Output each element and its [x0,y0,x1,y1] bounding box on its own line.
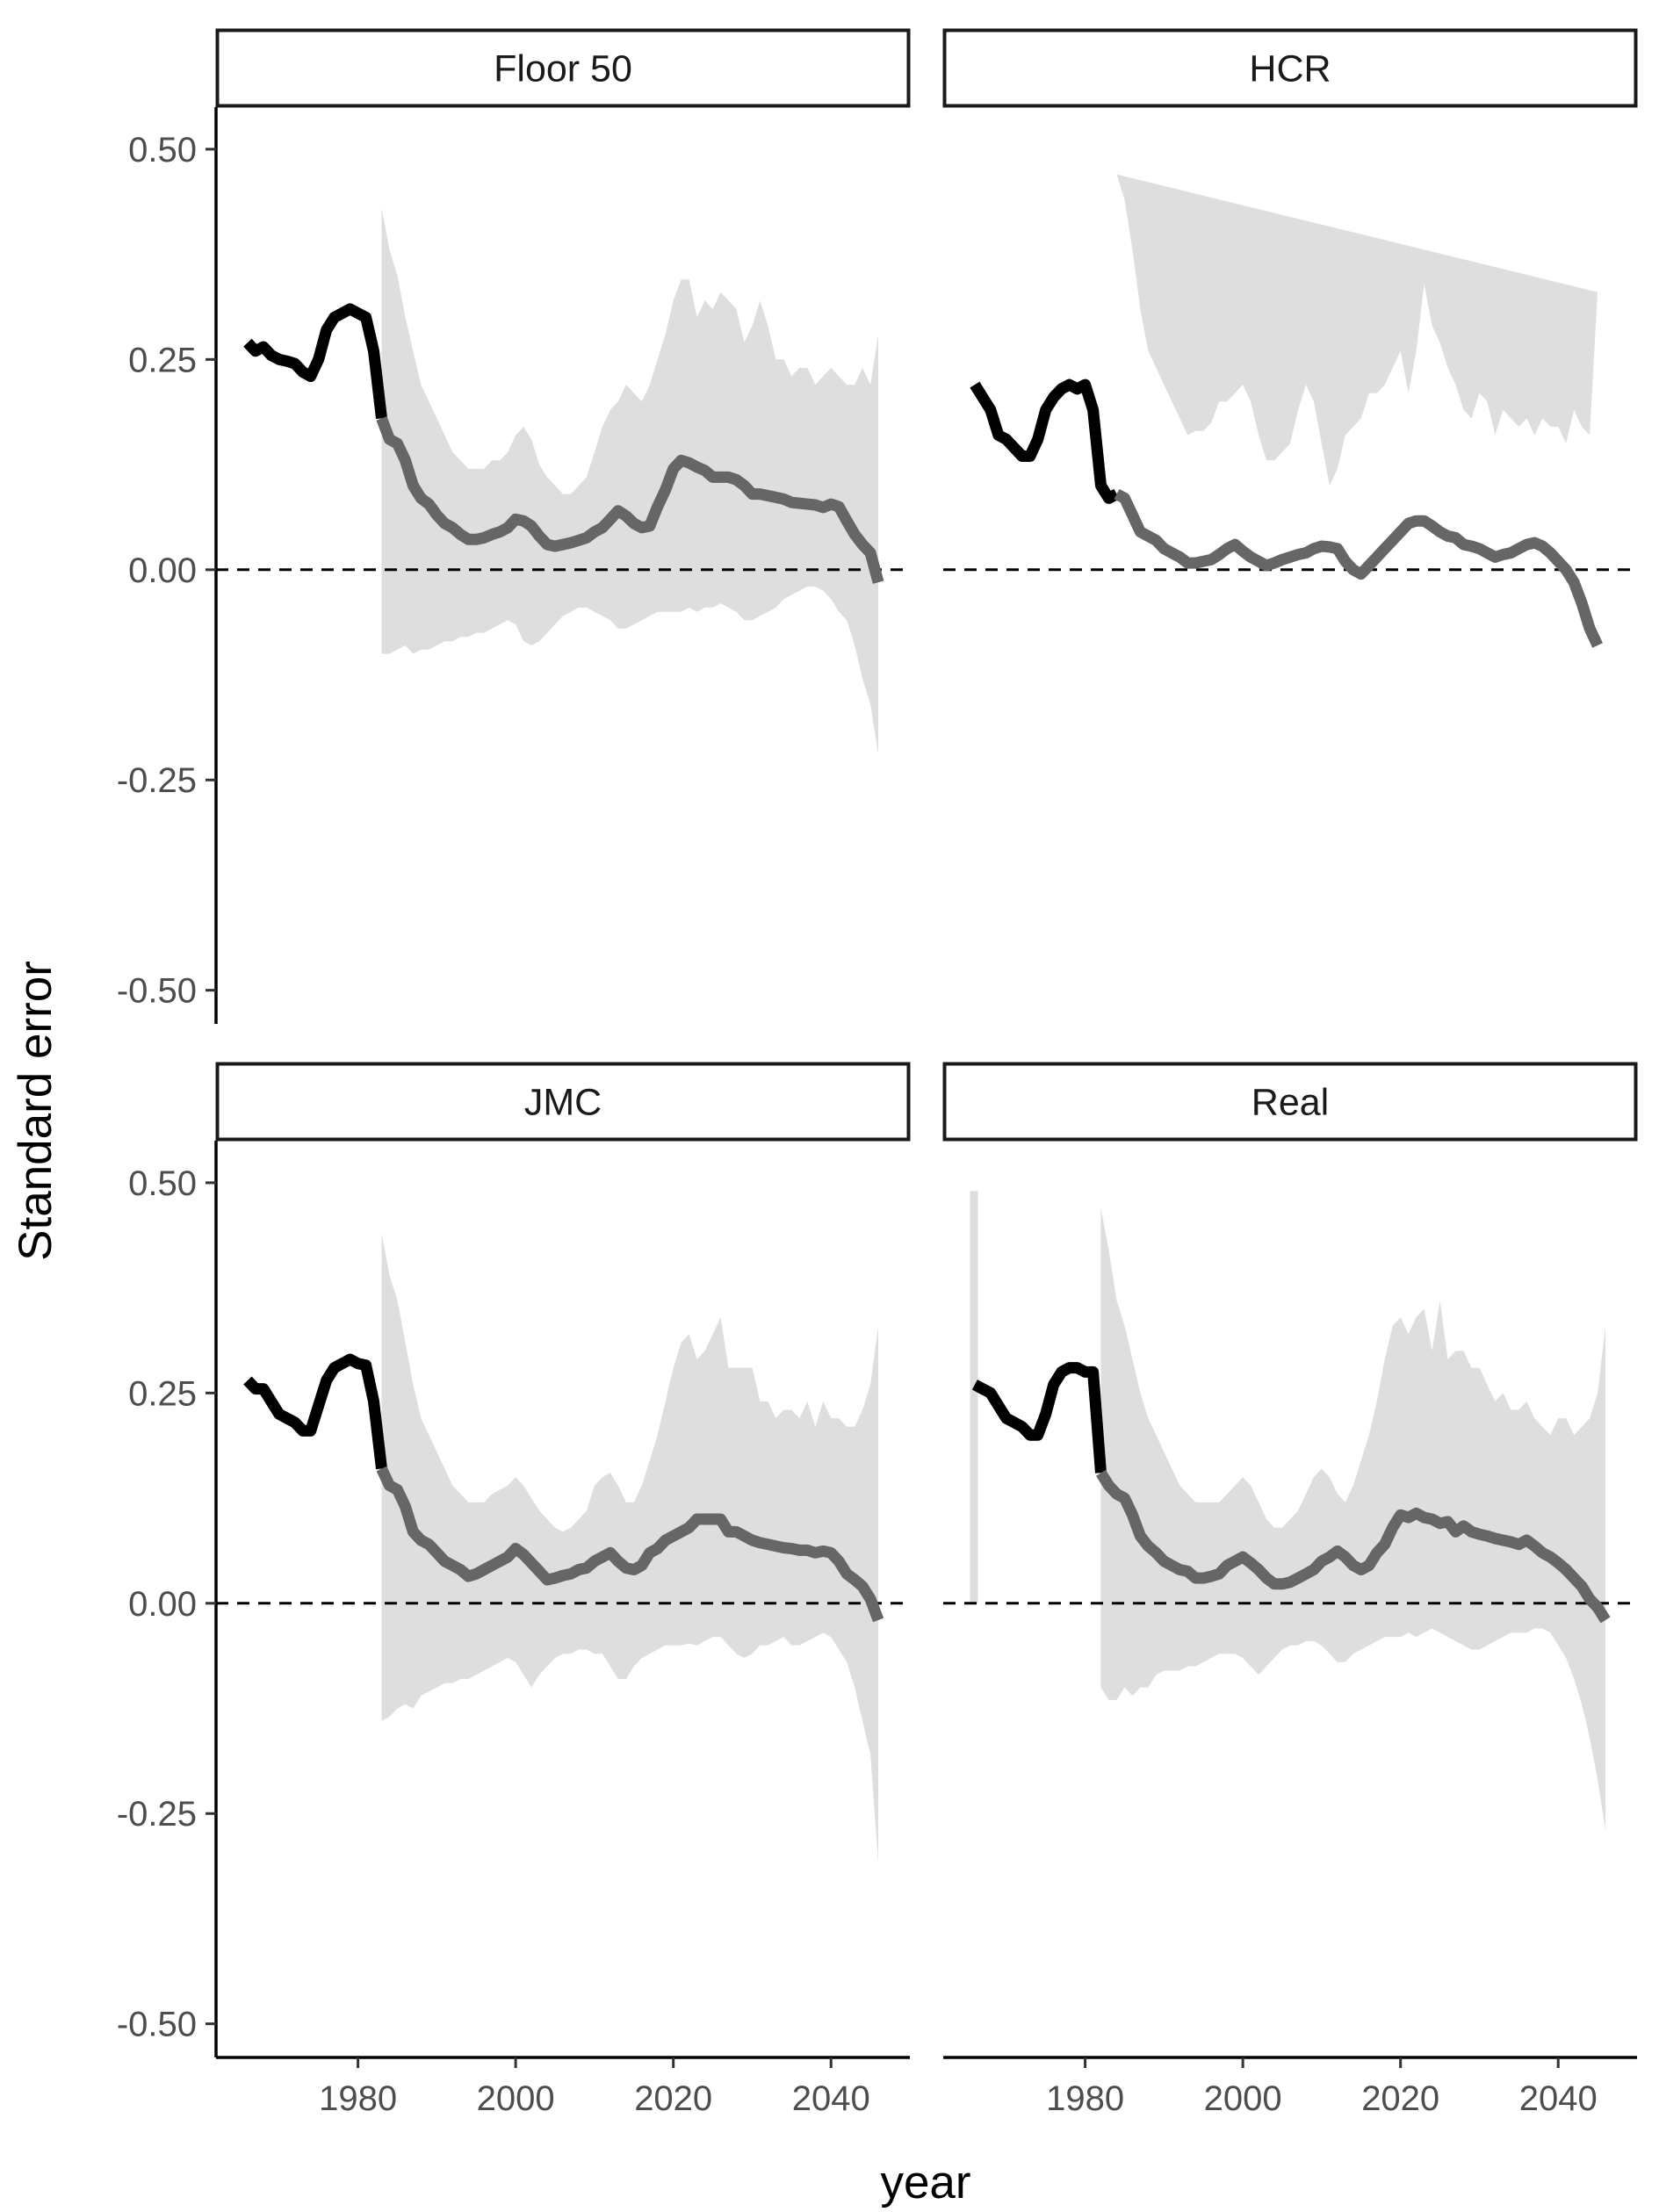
y-tick-label: -0.50 [117,972,197,1011]
strip-label: Floor 50 [494,48,632,90]
x-tick-label: 1980 [319,2079,397,2118]
y-tick-label: -0.25 [117,761,197,800]
strip-box [942,28,1638,108]
projected-line [1095,1469,1611,1624]
panels-layer: Floor 50 0.50 0.25 0.00 -0.25 -0.50 HCR JMC 0.50… [117,28,1638,2118]
observed-line [970,378,1120,504]
x-tick-label: 2000 [1204,2079,1282,2118]
x-tick-label: 2020 [1361,2079,1439,2118]
observed-line [243,303,387,420]
confidence-band [381,207,879,755]
strip-box [942,1062,1638,1142]
confidence-band [1116,174,1598,486]
strip-label: Real [1251,1082,1329,1124]
y-tick-label: 0.00 [128,1585,197,1624]
x-tick-label: 2020 [634,2079,712,2118]
y-tick-label: 0.25 [128,1374,197,1413]
strip-box [215,28,911,108]
strip-label: JMC [524,1082,602,1124]
y-tick-label: -0.50 [117,2006,197,2044]
y-tick-label: 0.50 [128,131,197,169]
x-tick-label: 2040 [1519,2079,1598,2118]
y-tick-label: -0.25 [117,1795,197,1834]
panel-jmc: JMC 0.50 0.25 0.00 -0.25 -0.50 1980 2000 2020 204… [117,1062,911,2118]
confidence-band [381,1233,879,1864]
x-axis-title: year [880,2157,970,2208]
y-tick-label: 0.00 [128,551,197,590]
confidence-band [1100,1207,1606,1831]
panel-floor-50: Floor 50 0.50 0.25 0.00 -0.25 -0.50 [117,28,911,1024]
panel-real: Real 1980 2000 2020 2040 [942,1062,1638,2118]
projected-line [376,1466,884,1623]
projected-line [376,416,884,584]
panel-hcr: HCR [942,28,1638,648]
observed-line [971,1362,1107,1473]
strip-box [215,1062,911,1142]
y-axis-title: Standard error [10,961,61,1261]
observed-line [243,1353,387,1470]
y-tick-label: 0.25 [128,341,197,379]
x-tick-label: 1980 [1046,2079,1124,2118]
strip-label: HCR [1249,48,1331,90]
confidence-band-early [970,1191,978,1603]
x-tick-label: 2040 [792,2079,870,2118]
x-tick-label: 2000 [477,2079,555,2118]
projected-line [1114,488,1603,648]
y-tick-label: 0.50 [128,1164,197,1203]
